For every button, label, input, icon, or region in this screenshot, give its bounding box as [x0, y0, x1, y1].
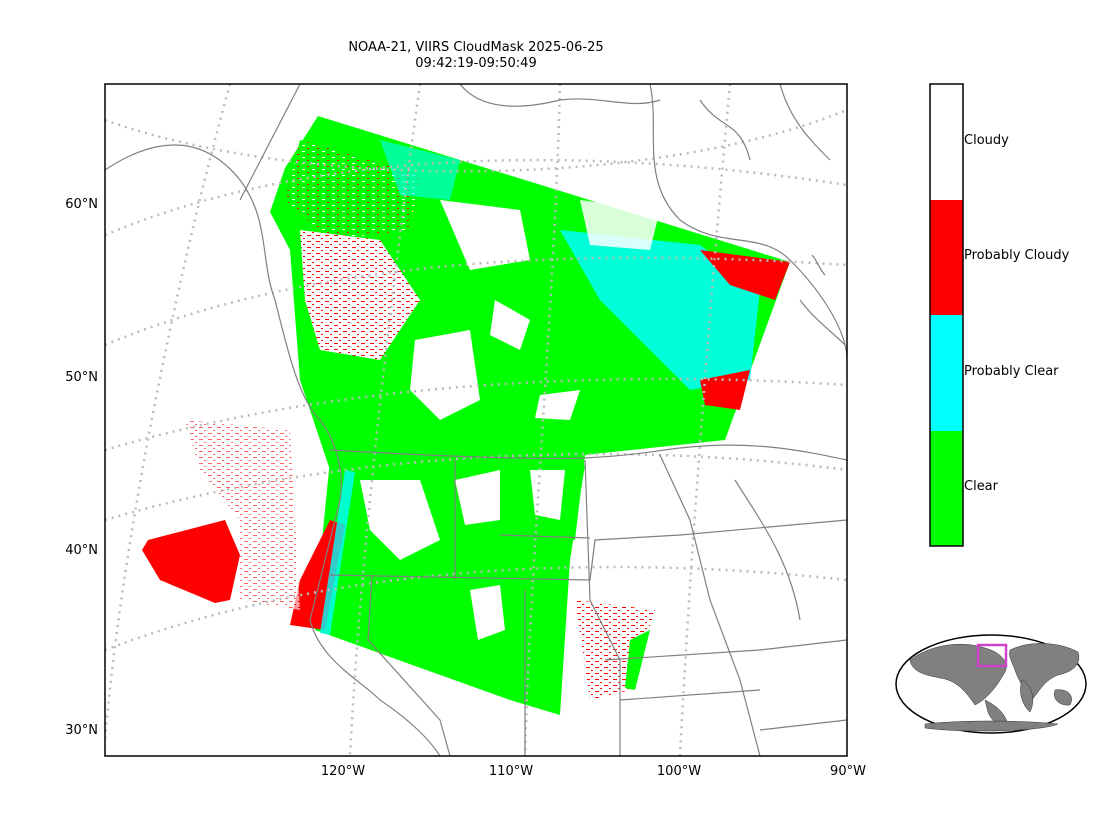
- title-line-1: NOAA-21, VIIRS CloudMask 2025-06-25: [348, 40, 604, 55]
- swath-cyan-zone-2: [380, 140, 460, 200]
- lat-label-30n: 30°N: [65, 723, 98, 738]
- colorbar-cloudy: [930, 84, 963, 200]
- legend-label-cloudy: Cloudy: [964, 133, 1009, 148]
- graticule: [105, 84, 847, 756]
- lon-label-100w: 100°W: [656, 764, 702, 779]
- lat-label-50n: 50°N: [65, 370, 98, 385]
- main-map: [105, 84, 847, 756]
- legend-label-clear: Clear: [964, 479, 998, 494]
- lat-label-40n: 40°N: [65, 543, 98, 558]
- pacific-speckles: [185, 420, 300, 610]
- cloudy-patch-6: [580, 200, 660, 250]
- inset-globe: [895, 634, 1087, 734]
- cloudy-patch-us-3: [470, 585, 505, 640]
- coastlines-and-borders: [105, 84, 847, 756]
- lon-label-90w: 90°W: [830, 764, 866, 779]
- cloudy-patch-us-2: [455, 470, 500, 525]
- swath-cyan-coast: [320, 470, 355, 635]
- cloudy-patch-4: [490, 300, 530, 350]
- legend-label-probably-cloudy: Probably Cloudy: [964, 248, 1070, 263]
- colorbar-clear: [930, 431, 963, 546]
- map-title: NOAA-21, VIIRS CloudMask 2025-06-25 09:4…: [276, 40, 676, 72]
- colorbar-probably-clear: [930, 315, 963, 431]
- cloudy-patch-us-1: [360, 480, 440, 560]
- cloudy-patch-3: [440, 200, 530, 270]
- swath-red-coast: [290, 520, 345, 630]
- cloudy-patch-us-4: [530, 470, 565, 520]
- map-frame: [104, 83, 848, 757]
- inset-land: [909, 643, 1080, 732]
- lon-label-120w: 120°W: [320, 764, 366, 779]
- cloudy-patch-2: [410, 330, 480, 420]
- legend-label-probably-clear: Probably Clear: [964, 364, 1059, 379]
- swath-cyan-zone-1: [560, 230, 760, 390]
- inset-region-highlight: [976, 643, 1008, 668]
- title-line-2: 09:42:19-09:50:49: [415, 56, 537, 71]
- colorbar-frame: [929, 83, 964, 547]
- lon-label-110w: 110°W: [488, 764, 534, 779]
- cloudmask-swath: [142, 116, 790, 715]
- swath-green-southeast: [625, 630, 650, 690]
- lat-label-60n: 60°N: [65, 197, 98, 212]
- colorbar-probably-cloudy: [930, 200, 963, 315]
- swath-red-east: [700, 250, 790, 300]
- pacific-red-block: [142, 520, 240, 603]
- colorbar: [929, 83, 964, 547]
- cloudy-patch-5: [535, 390, 580, 420]
